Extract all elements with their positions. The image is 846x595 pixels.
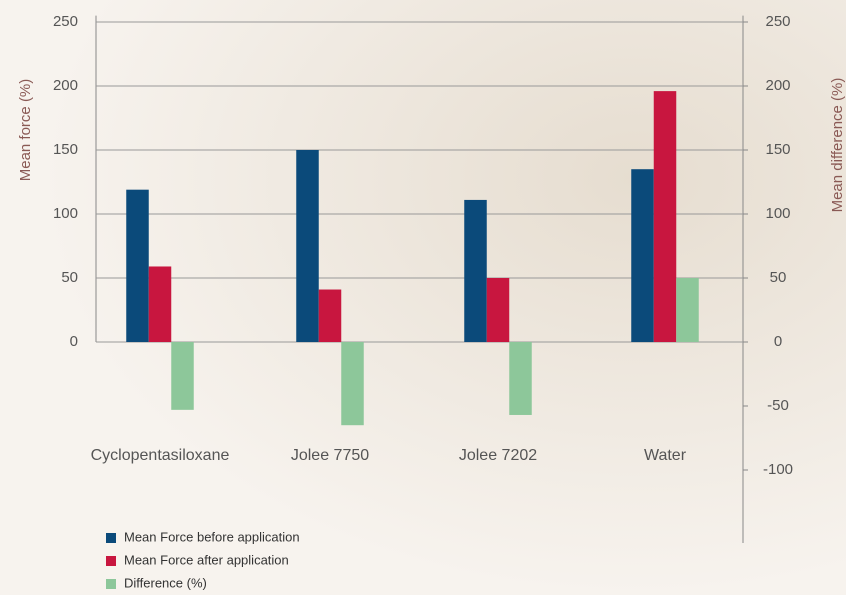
x-tick-label: Jolee 7202 — [459, 447, 537, 464]
bar — [341, 342, 364, 426]
legend-swatch — [106, 556, 116, 566]
y2-tick-label: 0 — [774, 333, 782, 350]
bar — [509, 342, 532, 415]
y-tick-label: 150 — [53, 141, 78, 158]
bar — [318, 289, 342, 342]
x-tick-label: Jolee 7750 — [291, 447, 369, 464]
y2-tick-label: 250 — [765, 13, 790, 30]
legend-label: Mean Force after application — [124, 552, 289, 567]
y2-axis-label: Mean difference (%) — [829, 78, 846, 213]
y2-tick-label: 100 — [765, 205, 790, 222]
y2-tick-label: -50 — [767, 397, 789, 414]
bar — [126, 189, 149, 342]
y-tick-label: 250 — [53, 13, 78, 30]
y2-tick-label: 50 — [770, 269, 787, 286]
legend-swatch — [106, 533, 116, 543]
x-tick-label: Water — [644, 447, 687, 464]
legend-label: Mean Force before application — [124, 529, 300, 544]
legend-swatch — [106, 579, 116, 589]
y-tick-label: 200 — [53, 77, 78, 94]
bar — [676, 278, 699, 342]
bar — [631, 169, 654, 342]
y2-tick-label: 150 — [765, 141, 790, 158]
y2-tick-label: 200 — [765, 77, 790, 94]
x-tick-label: Cyclopentasiloxane — [91, 447, 230, 464]
y-tick-label: 0 — [70, 333, 78, 350]
bar — [464, 199, 487, 342]
bar — [148, 266, 172, 342]
bar — [296, 150, 319, 342]
y-axis-label: Mean force (%) — [17, 79, 34, 182]
y-tick-label: 100 — [53, 205, 78, 222]
bar — [486, 278, 510, 342]
legend-label: Difference (%) — [124, 575, 207, 590]
bar — [171, 342, 194, 410]
y2-tick-label: -100 — [763, 461, 793, 478]
y-tick-label: 50 — [61, 269, 78, 286]
bar — [653, 91, 677, 343]
